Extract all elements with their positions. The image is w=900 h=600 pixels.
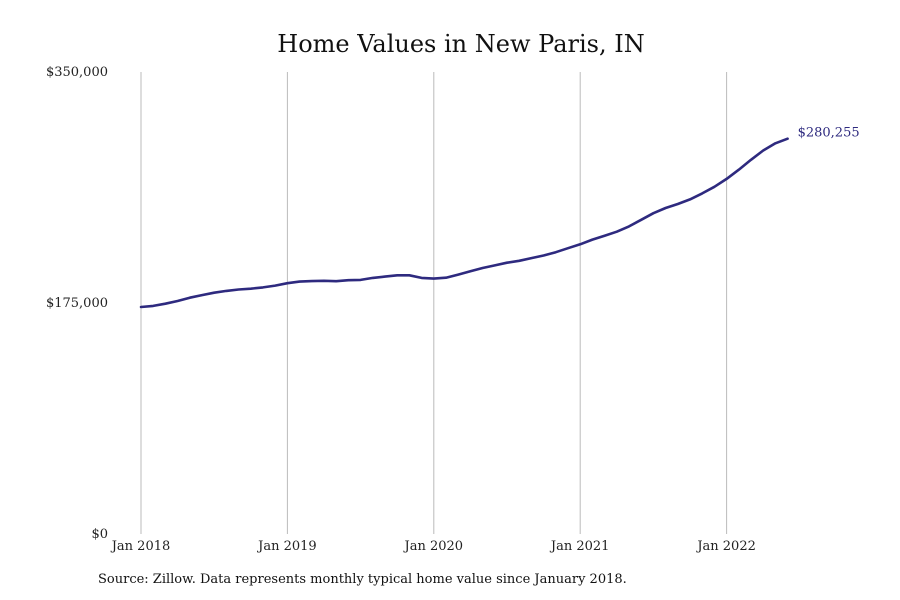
y-axis-ticks: $0 $175,000 $350,000	[46, 65, 108, 542]
x-tick-label: Jan 2018	[110, 539, 171, 554]
y-tick-label: $0	[91, 527, 108, 542]
x-tick-label: Jan 2021	[549, 539, 610, 554]
series-layer: $280,255	[139, 126, 860, 309]
y-tick-label: $175,000	[46, 296, 108, 311]
source-note: Source: Zillow. Data represents monthly …	[98, 572, 627, 587]
y-tick-label: $350,000	[46, 65, 108, 80]
series-line	[139, 137, 789, 309]
x-tick-label: Jan 2019	[256, 539, 317, 554]
chart-title: Home Values in New Paris, IN	[277, 30, 644, 58]
x-tick-label: Jan 2020	[403, 539, 464, 554]
x-axis-ticks: Jan 2018 Jan 2019 Jan 2020 Jan 2021 Jan 2022	[110, 539, 756, 554]
x-tick-label: Jan 2022	[695, 539, 756, 554]
gridlines	[140, 72, 728, 534]
series-end-label: $280,255	[798, 126, 860, 141]
